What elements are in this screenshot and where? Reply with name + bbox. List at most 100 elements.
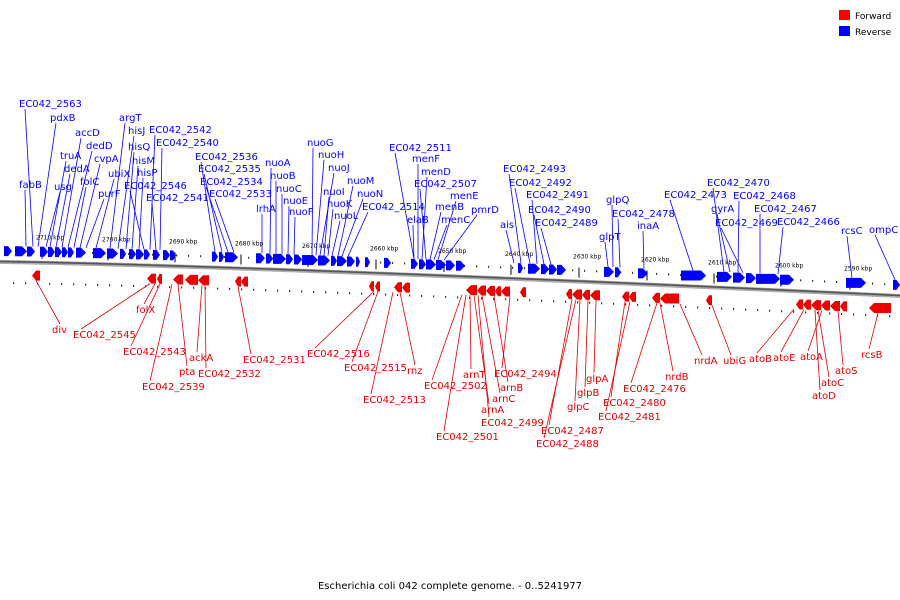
track-dot	[229, 287, 231, 290]
track-dot	[445, 295, 447, 298]
reverse-gene-arrow	[4, 246, 12, 257]
reverse-gene-label: pdxB	[50, 113, 76, 124]
reverse-gene-arrow	[549, 264, 557, 275]
reverse-gene-arrow	[273, 253, 286, 264]
reverse-leader-line	[421, 176, 428, 260]
reverse-gene-arrow	[717, 271, 732, 282]
forward-gene-arrow	[622, 291, 629, 302]
reverse-gene-arrow	[68, 247, 74, 258]
track-dot	[73, 283, 75, 286]
track-dot	[769, 309, 771, 312]
forward-gene-label: EC042_2502	[424, 381, 487, 392]
tick-label: 2650 kbp	[438, 248, 466, 255]
reverse-gene-arrow	[446, 260, 455, 271]
forward-leader-line	[143, 283, 156, 305]
track-dot	[716, 275, 718, 278]
forward-gene-arrow	[495, 286, 501, 297]
reverse-gene-arrow	[518, 263, 523, 274]
reverse-gene-arrow	[604, 266, 614, 277]
reverse-gene-arrow	[163, 250, 170, 261]
track-dot	[572, 269, 574, 272]
reverse-gene-arrow	[93, 248, 106, 259]
reverse-gene-arrow	[638, 268, 648, 279]
forward-gene-label: EC042_2545	[73, 330, 136, 341]
forward-leader-line	[711, 305, 732, 356]
forward-gene-arrow	[830, 300, 840, 311]
reverse-leader-line	[61, 137, 82, 248]
track-dot	[781, 310, 783, 313]
track-dot	[733, 308, 735, 311]
track-dot	[793, 310, 795, 313]
track-dot	[841, 313, 843, 316]
legend: Forward Reverse	[839, 10, 892, 38]
backbone-line	[0, 260, 900, 297]
gene-labels: fabB EC042_2563 pdxB usg truA dedA accD dedD fol…	[19, 99, 898, 450]
forward-gene-arrow	[566, 289, 572, 300]
reverse-leader-line	[95, 178, 115, 249]
reverse-leader-line	[716, 213, 731, 273]
reverse-gene-label: EC042_2542	[149, 125, 212, 136]
forward-leader-line	[80, 283, 151, 330]
genome-backbone	[0, 260, 900, 298]
forward-gene-label: atoS	[835, 366, 858, 377]
reverse-gene-arrow	[356, 256, 360, 267]
track-dot	[493, 297, 495, 300]
forward-gene-arrow	[375, 281, 380, 292]
track-dot	[128, 252, 130, 255]
track-dot	[176, 254, 178, 257]
reverse-gene-label: nuoA	[265, 158, 291, 169]
forward-gene-label: arnT	[463, 370, 486, 381]
reverse-leader-line	[327, 208, 334, 256]
reverse-leader-line	[533, 214, 545, 265]
reverse-gene-arrow	[256, 253, 265, 264]
forward-leader-line	[837, 311, 844, 366]
reverse-gene-label: nuoJ	[328, 163, 350, 174]
reverse-gene-arrow	[15, 246, 27, 257]
forward-leader-line	[610, 301, 626, 398]
reverse-leader-line	[129, 190, 145, 250]
reverse-leader-line	[151, 202, 157, 250]
track-dot	[685, 305, 687, 308]
track-dot	[169, 286, 171, 289]
track-dot	[589, 301, 591, 304]
track-dot	[421, 294, 423, 297]
reverse-leader-line	[125, 151, 135, 249]
forward-gene-label: pta	[179, 367, 195, 378]
tick-label: 2660 kbp	[370, 245, 398, 252]
track-dot	[800, 279, 802, 282]
forward-leader-line	[756, 308, 795, 354]
forward-gene-arrow	[394, 282, 402, 293]
forward-gene-arrow	[869, 303, 891, 314]
forward-gene-arrow	[572, 289, 582, 300]
forward-gene-label: EC042_2480	[603, 398, 666, 409]
reverse-gene-arrow	[266, 253, 273, 264]
track-dot	[584, 269, 586, 272]
reverse-gene-label: rcsC	[841, 226, 863, 237]
reverse-gene-label: truA	[60, 151, 81, 162]
track-dot	[152, 253, 154, 256]
reverse-gene-label: inaA	[637, 221, 659, 232]
reverse-gene-arrow	[62, 247, 68, 258]
forward-leader-line	[370, 291, 394, 395]
reverse-gene-arrow	[436, 259, 446, 270]
reverse-gene-label: EC042_2541	[146, 193, 209, 204]
track-dot	[92, 251, 94, 254]
reverse-leader-line	[617, 218, 621, 268]
reverse-leader-line	[712, 187, 725, 272]
reverse-gene-label: EC042_2468	[733, 191, 796, 202]
reverse-gene-arrow	[411, 258, 418, 269]
track-dot	[248, 256, 250, 259]
reverse-gene-arrow	[136, 249, 144, 260]
forward-leader-line	[130, 283, 161, 347]
track-dot	[404, 262, 406, 265]
reverse-gene-label: nuoC	[276, 184, 302, 195]
reverse-gene-label: nuoN	[357, 189, 383, 200]
track-dot	[433, 295, 435, 298]
track-dot	[565, 300, 567, 303]
reverse-leader-line	[287, 205, 290, 255]
track-dot	[721, 307, 723, 310]
track-dot	[805, 311, 807, 314]
reverse-gene-label: accD	[75, 128, 100, 139]
track-dot	[836, 281, 838, 284]
